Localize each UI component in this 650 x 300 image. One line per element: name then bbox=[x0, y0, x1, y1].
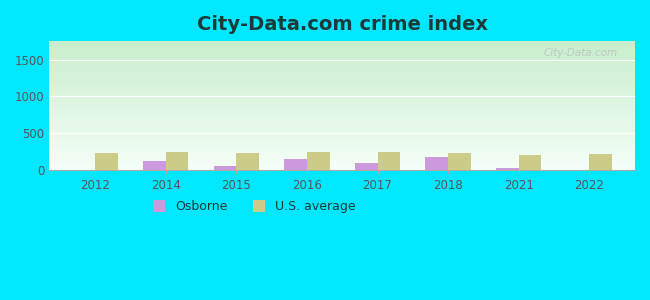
Bar bbox=[96, 153, 118, 170]
Bar bbox=[285, 159, 307, 170]
Bar bbox=[426, 157, 448, 170]
Bar bbox=[378, 152, 400, 170]
Bar bbox=[237, 152, 259, 170]
Bar bbox=[519, 155, 541, 170]
Bar bbox=[496, 168, 519, 170]
Bar bbox=[214, 166, 237, 170]
Legend: Osborne, U.S. average: Osborne, U.S. average bbox=[148, 195, 361, 218]
Bar bbox=[143, 160, 166, 170]
Bar bbox=[448, 153, 471, 170]
Title: City-Data.com crime index: City-Data.com crime index bbox=[197, 15, 488, 34]
Bar bbox=[355, 163, 378, 170]
Text: City-Data.com: City-Data.com bbox=[543, 48, 618, 58]
Bar bbox=[307, 152, 330, 170]
Bar bbox=[589, 154, 612, 170]
Bar bbox=[166, 152, 188, 170]
